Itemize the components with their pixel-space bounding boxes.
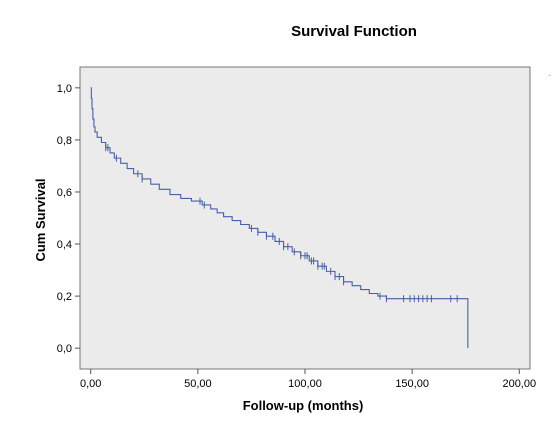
- y-tick-label: 0,6: [57, 187, 72, 199]
- y-axis: 0,0 0,2 0,4 0,6 0,8 1,0: [57, 83, 80, 355]
- x-tick-label: 100,00: [288, 378, 322, 390]
- plot-area: [79, 66, 531, 370]
- y-tick-label: 0,2: [57, 291, 72, 303]
- x-tick-label: 0,00: [80, 378, 101, 390]
- y-tick-label: 0,0: [57, 343, 72, 355]
- series-layer: [90, 87, 469, 349]
- x-tick-label: 150,00: [395, 378, 429, 390]
- y-tick-label: 0,8: [57, 135, 72, 147]
- chart-title: Survival Function: [291, 23, 417, 40]
- y-tick-label: 1,0: [57, 83, 72, 95]
- stray-tick-mark: -: [548, 70, 551, 80]
- x-axis-label: Follow-up (months): [243, 398, 364, 413]
- x-tick-label: 200,00: [502, 378, 536, 390]
- x-tick-label: 50,00: [184, 378, 212, 390]
- x-axis: 0,00 50,00 100,00 150,00 200,00: [80, 369, 536, 390]
- y-axis-label: Cum Survival: [33, 178, 48, 261]
- y-tick-label: 0,4: [57, 239, 72, 251]
